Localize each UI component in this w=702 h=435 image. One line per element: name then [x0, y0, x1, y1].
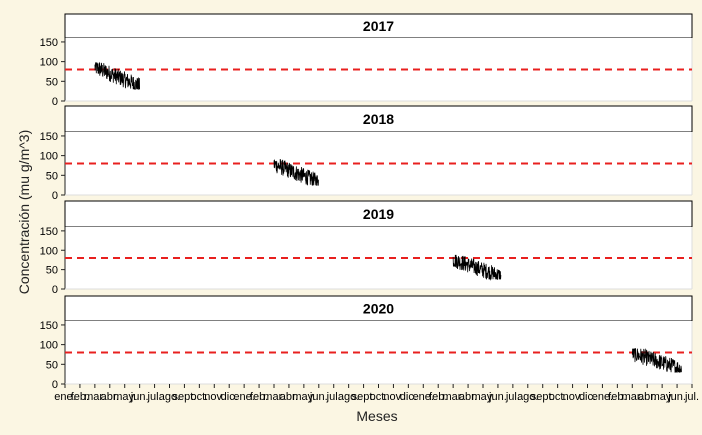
x-tick-label-38: mar. [622, 391, 643, 403]
strip-label-2019: 2019 [363, 206, 394, 222]
panel-2019: 2019 0 50 100 150 [40, 200, 693, 296]
x-tick-label-18: jul. [326, 391, 341, 403]
series-line-2017 [94, 61, 140, 90]
x-tick-label-42: jul. [684, 391, 699, 403]
series-line-2018 [273, 159, 320, 186]
x-tick-label-11: dic. [221, 391, 238, 403]
x-tick-label-14: mar. [263, 391, 284, 403]
x-tick-label-25: feb. [429, 391, 447, 403]
x-tick-label-12: ene. [233, 391, 254, 403]
x-tick-label-0: ene. [54, 391, 75, 403]
y-tick-label-2020-0: 0 [52, 379, 58, 391]
x-tick-label-26: mar. [442, 391, 463, 403]
panels: 2017050100150201805010015020190501001502… [40, 13, 693, 391]
strip-2019 [64, 200, 693, 228]
x-tick-label-35: dic. [579, 391, 596, 403]
y-tick-label-2019-50: 50 [46, 265, 58, 277]
x-tick-label-36: ene. [592, 391, 613, 403]
x-tick-label-40: may. [651, 391, 674, 403]
x-tick-label-7: ago. [159, 391, 180, 403]
x-tick-label-29: jun. [488, 391, 507, 403]
y-tick-label-2017-100: 100 [40, 57, 58, 69]
x-tick-label-22: nov. [383, 391, 403, 403]
x-tick-label-21: oct. [370, 391, 388, 403]
x-axis-title: Meses [356, 408, 397, 424]
y-tick-label-2019-100: 100 [40, 245, 58, 257]
y-tick-label-2020-150: 150 [40, 320, 58, 332]
x-tick-label-10: nov. [204, 391, 224, 403]
strip-label-2020: 2020 [363, 301, 394, 317]
strip-label-2018: 2018 [363, 111, 394, 127]
x-axis: ene.feb.mar.abr.may.jun. jul.ago.sept.oct… [54, 384, 699, 403]
x-tick-label-16: may. [292, 391, 315, 403]
series-line-2019 [452, 254, 502, 281]
x-tick-label-41: jun. [667, 391, 686, 403]
x-tick-label-1: feb. [71, 391, 89, 403]
x-tick-label-39: abr. [638, 391, 656, 403]
x-tick-label-27: abr. [459, 391, 477, 403]
x-tick-label-2: mar. [84, 391, 105, 403]
y-tick-label-2020-100: 100 [40, 340, 58, 352]
x-tick-label-5: jun. [130, 391, 149, 403]
x-tick-label-19: ago. [338, 391, 359, 403]
y-tick-label-2017-150: 150 [40, 37, 58, 49]
x-tick-label-33: oct. [549, 391, 567, 403]
x-tick-label-32: sept. [531, 391, 555, 403]
x-tick-label-30: jul. [505, 391, 520, 403]
x-tick-label-9: oct. [190, 391, 208, 403]
x-tick-label-13: feb. [250, 391, 268, 403]
x-tick-label-3: abr. [101, 391, 119, 403]
series-line-2020 [631, 348, 682, 374]
x-tick-label-20: sept. [352, 391, 376, 403]
x-tick-label-28: may. [471, 391, 494, 403]
y-tick-label-2017-50: 50 [46, 76, 58, 88]
x-tick-label-34: nov. [563, 391, 583, 403]
x-tick-label-23: dic. [400, 391, 417, 403]
y-axis-title: Concentración (mu g/m^3) [16, 130, 32, 295]
panel-2017: 2017 0 50 100 150 [40, 13, 693, 108]
x-tick-label-8: sept. [172, 391, 196, 403]
strip-2017 [64, 13, 693, 39]
x-tick-label-6: jul. [147, 391, 162, 403]
y-tick-label-2018-150: 150 [40, 131, 58, 143]
y-tick-label-2020-50: 50 [46, 359, 58, 371]
x-tick-label-37: feb. [608, 391, 626, 403]
x-tick-label-24: ene. [413, 391, 434, 403]
panel-2020: 2020 0 50 100 150 [40, 295, 693, 391]
strip-label-2017: 2017 [363, 18, 394, 34]
y-tick-label-2018-0: 0 [52, 190, 58, 202]
y-tick-label-2019-0: 0 [52, 284, 58, 296]
y-tick-label-2018-50: 50 [46, 170, 58, 182]
x-tick-label-15: abr. [280, 391, 298, 403]
y-tick-label-2018-100: 100 [40, 151, 58, 163]
panel-2018: 2018 0 50 100 150 [40, 105, 693, 202]
x-tick-label-17: jun. [309, 391, 328, 403]
x-tick-label-31: ago. [517, 391, 538, 403]
y-tick-label-2017-0: 0 [52, 96, 58, 108]
y-tick-label-2019-150: 150 [40, 226, 58, 238]
x-tick-label-4: may. [113, 391, 136, 403]
